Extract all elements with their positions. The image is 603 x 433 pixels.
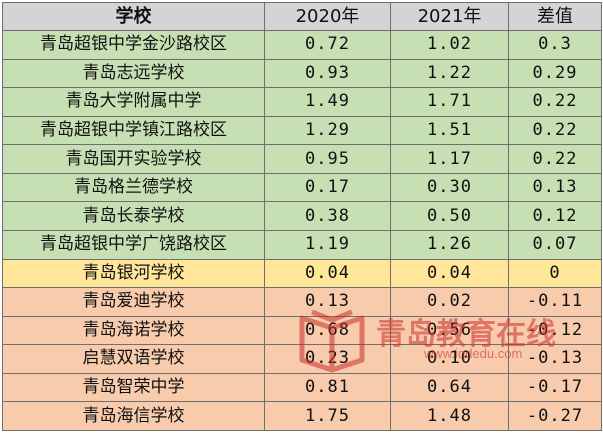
- value-2020-cell[interactable]: 1.29: [264, 115, 391, 146]
- diff-cell[interactable]: 0.12: [508, 201, 602, 231]
- value-2020-cell[interactable]: 1.75: [264, 401, 391, 431]
- table-body: 青岛超银中学金沙路校区 0.72 1.02 0.3 青岛志远学校 0.93 1.…: [2, 30, 602, 431]
- column-header-school[interactable]: 学校: [2, 2, 265, 31]
- table-row: 启慧双语学校 0.23 0.10 -0.13: [2, 344, 602, 374]
- value-2020-cell[interactable]: 1.49: [264, 87, 391, 117]
- school-cell[interactable]: 青岛海信学校: [2, 401, 265, 431]
- table-row: 青岛大学附属中学 1.49 1.71 0.22: [2, 87, 602, 117]
- diff-cell[interactable]: -0.11: [508, 287, 602, 317]
- school-cell[interactable]: 青岛长泰学校: [2, 201, 265, 231]
- value-2020-cell[interactable]: 0.81: [264, 372, 391, 403]
- value-2021-cell[interactable]: 0.50: [390, 201, 509, 231]
- table-row: 青岛海诺学校 0.68 0.56 -0.12: [2, 315, 602, 346]
- value-2021-cell[interactable]: 0.04: [390, 258, 509, 289]
- school-cell[interactable]: 青岛海诺学校: [2, 315, 265, 346]
- value-2021-cell[interactable]: 0.64: [390, 372, 509, 403]
- school-cell[interactable]: 青岛爱迪学校: [2, 287, 265, 317]
- school-cell[interactable]: 青岛大学附属中学: [2, 87, 265, 117]
- diff-cell[interactable]: 0.07: [508, 229, 602, 260]
- column-header-2021[interactable]: 2021年: [390, 2, 509, 31]
- diff-cell[interactable]: 0.13: [508, 172, 602, 203]
- diff-cell[interactable]: 0.29: [508, 58, 602, 89]
- diff-cell[interactable]: 0.22: [508, 87, 602, 117]
- value-2020-cell[interactable]: 0.17: [264, 172, 391, 203]
- table-row: 青岛国开实验学校 0.95 1.17 0.22: [2, 144, 602, 174]
- school-cell[interactable]: 启慧双语学校: [2, 344, 265, 374]
- value-2021-cell[interactable]: 0.30: [390, 172, 509, 203]
- table-row: 青岛海信学校 1.75 1.48 -0.27: [2, 401, 602, 431]
- value-2021-cell[interactable]: 1.17: [390, 144, 509, 174]
- value-2021-cell[interactable]: 0.56: [390, 315, 509, 346]
- header-row: 学校 2020年 2021年 差值: [2, 2, 602, 31]
- diff-cell[interactable]: 0.3: [508, 30, 602, 60]
- diff-cell[interactable]: -0.13: [508, 344, 602, 374]
- school-cell[interactable]: 青岛格兰德学校: [2, 172, 265, 203]
- value-2020-cell[interactable]: 0.13: [264, 287, 391, 317]
- column-header-2020[interactable]: 2020年: [264, 2, 391, 31]
- value-2020-cell[interactable]: 0.38: [264, 201, 391, 231]
- school-cell[interactable]: 青岛志远学校: [2, 58, 265, 89]
- value-2021-cell[interactable]: 1.51: [390, 115, 509, 146]
- value-2021-cell[interactable]: 1.26: [390, 229, 509, 260]
- table-row: 青岛志远学校 0.93 1.22 0.29: [2, 58, 602, 89]
- school-cell[interactable]: 青岛超银中学金沙路校区: [2, 30, 265, 60]
- value-2021-cell[interactable]: 1.02: [390, 30, 509, 60]
- diff-cell[interactable]: 0.22: [508, 144, 602, 174]
- value-2020-cell[interactable]: 0.95: [264, 144, 391, 174]
- value-2021-cell[interactable]: 0.10: [390, 344, 509, 374]
- value-2020-cell[interactable]: 1.19: [264, 229, 391, 260]
- value-2021-cell[interactable]: 1.48: [390, 401, 509, 431]
- table-row: 青岛格兰德学校 0.17 0.30 0.13: [2, 172, 602, 203]
- diff-cell[interactable]: -0.12: [508, 315, 602, 346]
- table-row: 青岛超银中学镇江路校区 1.29 1.51 0.22: [2, 115, 602, 146]
- table-row: 青岛长泰学校 0.38 0.50 0.12: [2, 201, 602, 231]
- diff-cell[interactable]: -0.27: [508, 401, 602, 431]
- value-2020-cell[interactable]: 0.68: [264, 315, 391, 346]
- value-2021-cell[interactable]: 0.02: [390, 287, 509, 317]
- school-cell[interactable]: 青岛超银中学广饶路校区: [2, 229, 265, 260]
- value-2020-cell[interactable]: 0.93: [264, 58, 391, 89]
- value-2021-cell[interactable]: 1.71: [390, 87, 509, 117]
- diff-cell[interactable]: 0: [508, 258, 602, 289]
- school-cell[interactable]: 青岛国开实验学校: [2, 144, 265, 174]
- diff-cell[interactable]: 0.22: [508, 115, 602, 146]
- school-cell[interactable]: 青岛超银中学镇江路校区: [2, 115, 265, 146]
- value-2020-cell[interactable]: 0.72: [264, 30, 391, 60]
- column-header-diff[interactable]: 差值: [508, 2, 602, 31]
- table-row: 青岛超银中学广饶路校区 1.19 1.26 0.07: [2, 229, 602, 260]
- value-2020-cell[interactable]: 0.23: [264, 344, 391, 374]
- diff-cell[interactable]: -0.17: [508, 372, 602, 403]
- school-cell[interactable]: 青岛智荣中学: [2, 372, 265, 403]
- table-row: 青岛银河学校 0.04 0.04 0: [2, 258, 602, 289]
- school-cell[interactable]: 青岛银河学校: [2, 258, 265, 289]
- value-2020-cell[interactable]: 0.04: [264, 258, 391, 289]
- value-2021-cell[interactable]: 1.22: [390, 58, 509, 89]
- table-row: 青岛智荣中学 0.81 0.64 -0.17: [2, 372, 602, 403]
- table-row: 青岛超银中学金沙路校区 0.72 1.02 0.3: [2, 30, 602, 60]
- table-row: 青岛爱迪学校 0.13 0.02 -0.11: [2, 287, 602, 317]
